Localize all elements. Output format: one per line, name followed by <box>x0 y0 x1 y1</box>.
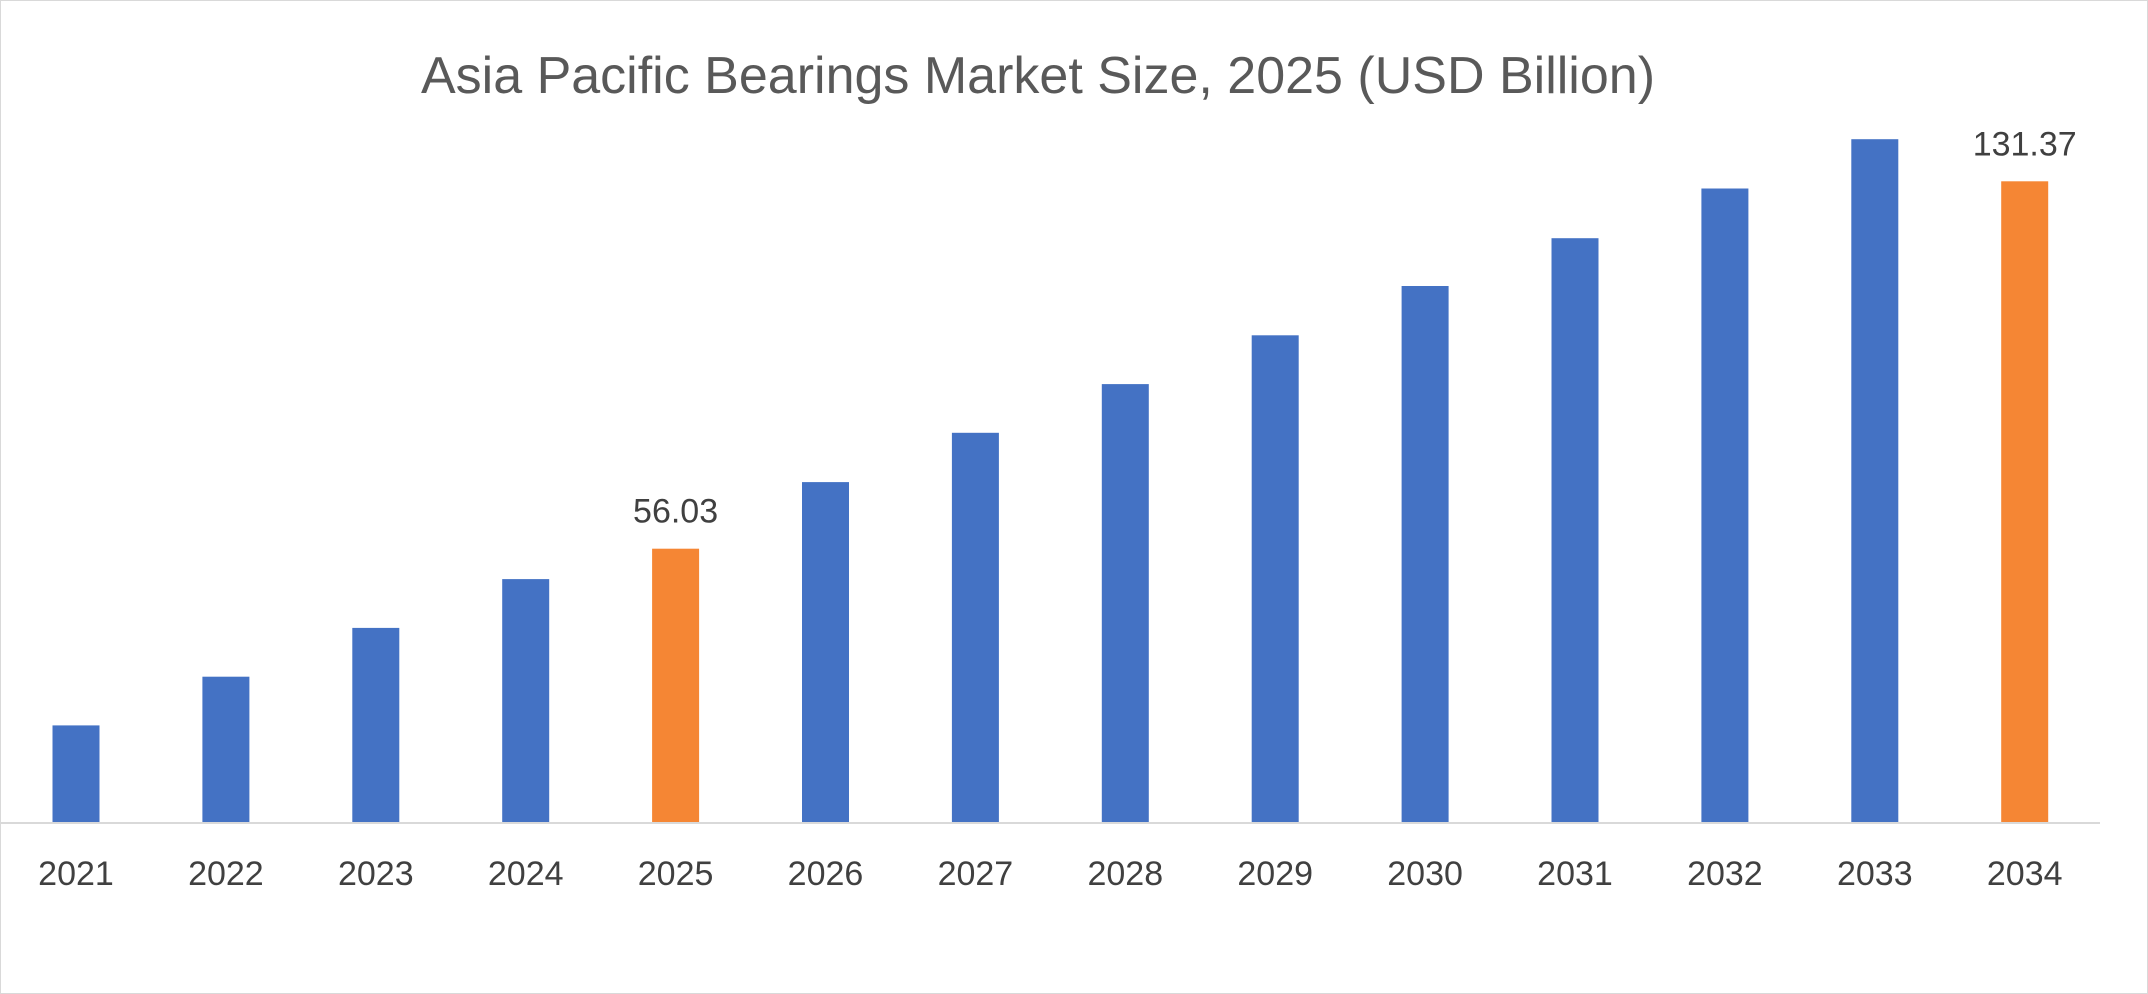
x-tick-label-2027: 2027 <box>938 855 1014 893</box>
bar-2029 <box>1251 335 1299 822</box>
x-tick-labels-group: 2021 2022 2023 2024 2025 2026 2027 2028 2029 2030… <box>38 855 2062 893</box>
x-tick-label-2028: 2028 <box>1087 855 1163 893</box>
bar-2027 <box>951 432 999 822</box>
x-tick-label-2026: 2026 <box>788 855 864 893</box>
x-tick-label-2032: 2032 <box>1687 855 1763 893</box>
bar-2031 <box>1551 238 1599 822</box>
x-tick-label-2033: 2033 <box>1837 855 1913 893</box>
x-tick-label-2034: 2034 <box>1987 855 2063 893</box>
bar-2025 <box>652 548 700 822</box>
bars-group <box>52 139 2049 823</box>
x-tick-label-2022: 2022 <box>188 855 264 893</box>
bar-2028 <box>1101 384 1149 822</box>
x-tick-label-2029: 2029 <box>1237 855 1313 893</box>
x-tick-label-2030: 2030 <box>1387 855 1463 893</box>
x-tick-label-2024: 2024 <box>488 855 564 893</box>
data-label-2034: 131.37 <box>1973 125 2077 163</box>
bar-2026 <box>802 482 849 822</box>
bar-2030 <box>1401 286 1449 822</box>
chart-title: Asia Pacific Bearings Market Size, 2025 … <box>421 47 1655 105</box>
data-labels-group: 56.03 131.37 <box>633 125 2077 530</box>
data-label-2025: 56.03 <box>633 493 718 531</box>
bar-2023 <box>352 627 400 822</box>
x-tick-label-2021: 2021 <box>38 855 114 893</box>
x-tick-label-2031: 2031 <box>1537 855 1613 893</box>
bar-2022 <box>202 676 250 822</box>
bar-2034 <box>2001 181 2049 823</box>
x-tick-label-2025: 2025 <box>638 855 714 893</box>
bar-2032 <box>1701 188 1749 822</box>
bar-2024 <box>502 579 550 822</box>
bar-2021 <box>52 725 100 822</box>
x-tick-label-2023: 2023 <box>338 855 414 893</box>
bar-2033 <box>1851 139 1899 822</box>
